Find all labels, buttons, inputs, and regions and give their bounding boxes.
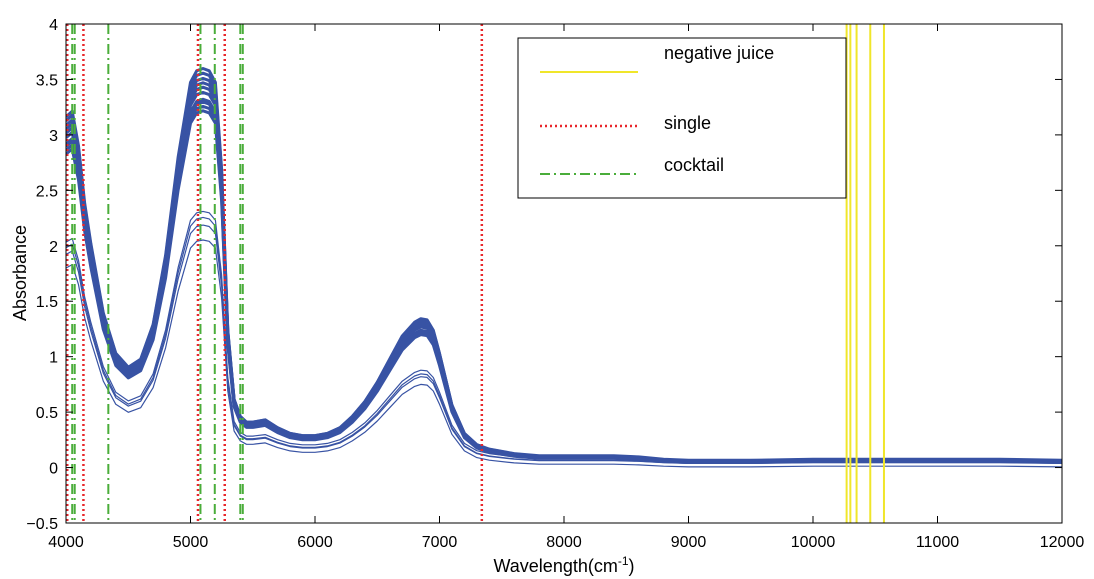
legend: negative juice single cocktail <box>517 37 847 199</box>
y-tick-label: 1.5 <box>36 294 58 311</box>
x-axis-label-close: ) <box>629 556 635 576</box>
x-tick-label: 7000 <box>422 534 458 551</box>
spectrum-line <box>66 210 1062 462</box>
legend-box <box>517 37 847 199</box>
spectrum-line <box>66 239 1062 468</box>
y-tick-label: 4 <box>49 17 58 34</box>
x-axis-label: Wavelength(cm-1) <box>493 554 634 576</box>
marker-lines <box>66 24 885 523</box>
y-tick-label: 3 <box>49 128 58 145</box>
spectrum-line <box>66 224 1062 464</box>
x-axis-label-main: Wavelength(cm <box>493 556 617 576</box>
x-tick-label: 10000 <box>791 534 836 551</box>
x-tick-label: 11000 <box>916 534 959 551</box>
legend-label-single: single <box>664 113 711 133</box>
spectra-lines <box>66 67 1062 468</box>
x-tick-label: 12000 <box>1040 534 1085 551</box>
legend-label-cocktail: cocktail <box>664 155 724 175</box>
y-tick-label: 2.5 <box>36 183 58 200</box>
x-tick-label: 6000 <box>297 534 333 551</box>
x-axis-label-superscript: -1 <box>618 554 629 568</box>
y-tick-label: 2 <box>49 239 58 256</box>
y-tick-label: 3.5 <box>36 72 58 89</box>
y-tick-label: 0.5 <box>36 405 58 422</box>
x-tick-label: 5000 <box>173 534 209 551</box>
y-tick-label: 0 <box>49 461 58 478</box>
y-axis-label: Absorbance <box>10 225 30 321</box>
y-tick-label: −0.5 <box>26 516 58 533</box>
axis-ticks: 4000 5000 6000 7000 8000 9000 10000 11000 12000 −… <box>26 17 1084 551</box>
legend-label-negative-juice: negative juice <box>664 43 774 63</box>
x-tick-label: 8000 <box>546 534 582 551</box>
x-tick-label: 4000 <box>48 534 84 551</box>
x-tick-label: 9000 <box>671 534 707 551</box>
y-tick-label: 1 <box>49 350 58 367</box>
